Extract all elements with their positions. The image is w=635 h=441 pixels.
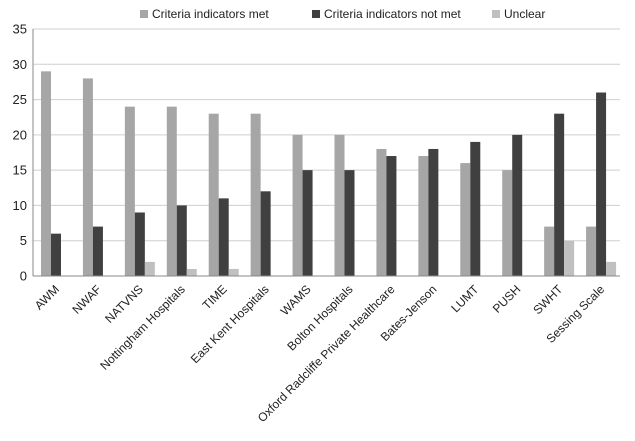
bar-not-met bbox=[218, 198, 229, 276]
bar-not-met bbox=[176, 205, 187, 276]
bar-met bbox=[82, 78, 93, 277]
legend-swatch bbox=[492, 10, 500, 18]
bar-not-met bbox=[344, 170, 355, 276]
bar-not-met bbox=[134, 212, 145, 276]
bar-met bbox=[502, 170, 513, 276]
bar-not-met bbox=[428, 148, 439, 276]
legend-swatch bbox=[312, 10, 320, 18]
bar-not-met bbox=[51, 233, 61, 276]
bar-met bbox=[166, 106, 177, 276]
y-tick-label: 5 bbox=[20, 233, 27, 248]
legend: Criteria indicators met Criteria indicato… bbox=[140, 7, 545, 21]
bar-not-met bbox=[302, 170, 313, 276]
bar-not-met bbox=[554, 113, 565, 276]
bar-met bbox=[208, 113, 219, 276]
x-category-label: SWHT bbox=[530, 282, 565, 317]
x-category-label: TIME bbox=[200, 282, 230, 312]
legend-swatch bbox=[140, 10, 148, 18]
x-category-label: PUSH bbox=[490, 282, 523, 315]
x-category-label: NATVNS bbox=[102, 282, 146, 326]
legend-item: Criteria indicators met bbox=[140, 7, 269, 21]
legend-label: Criteria indicators not met bbox=[324, 7, 461, 21]
y-tick-label: 0 bbox=[20, 269, 27, 284]
bar-unclear bbox=[228, 268, 239, 276]
y-tick-label: 15 bbox=[13, 163, 27, 178]
bar-met bbox=[544, 226, 555, 276]
x-category-label: AWM bbox=[32, 282, 62, 312]
y-axis: 0 5 10 15 20 25 30 35 bbox=[13, 22, 34, 284]
x-category-label: WAMS bbox=[278, 282, 314, 318]
bar-met bbox=[586, 226, 597, 276]
bar-met bbox=[124, 106, 135, 276]
bar-not-met bbox=[92, 226, 103, 276]
legend-item: Unclear bbox=[492, 7, 545, 21]
bar-unclear bbox=[186, 268, 197, 276]
bar-met bbox=[250, 113, 261, 276]
bar-met bbox=[292, 134, 303, 276]
bar-met bbox=[418, 156, 429, 276]
bar-met bbox=[334, 134, 345, 276]
bar-met bbox=[460, 163, 471, 276]
bar-not-met bbox=[260, 191, 271, 276]
y-tick-label: 10 bbox=[13, 198, 27, 213]
bar-not-met bbox=[470, 141, 481, 276]
bar-unclear bbox=[606, 261, 617, 276]
legend-item: Criteria indicators not met bbox=[312, 7, 461, 21]
bar-unclear bbox=[144, 261, 155, 276]
gridlines bbox=[33, 28, 620, 277]
y-tick-label: 25 bbox=[13, 92, 27, 107]
y-tick-label: 30 bbox=[13, 57, 27, 72]
legend-label: Criteria indicators met bbox=[152, 7, 269, 21]
y-tick-label: 35 bbox=[13, 22, 27, 37]
legend-label: Unclear bbox=[504, 7, 545, 21]
x-category-label: East Kent Hospitals bbox=[188, 282, 272, 366]
bar-unclear bbox=[564, 240, 575, 276]
x-category-label: LUMT bbox=[448, 282, 481, 315]
x-category-label: Nottingham Hospitals bbox=[97, 282, 188, 373]
bar-not-met bbox=[386, 156, 397, 276]
bar-not-met bbox=[512, 134, 523, 276]
bar-met bbox=[376, 148, 387, 276]
bars bbox=[41, 71, 617, 277]
bar-met bbox=[41, 71, 51, 276]
x-category-label: NWAF bbox=[69, 282, 104, 317]
y-tick-label: 20 bbox=[13, 127, 27, 142]
bar-not-met bbox=[596, 92, 607, 276]
